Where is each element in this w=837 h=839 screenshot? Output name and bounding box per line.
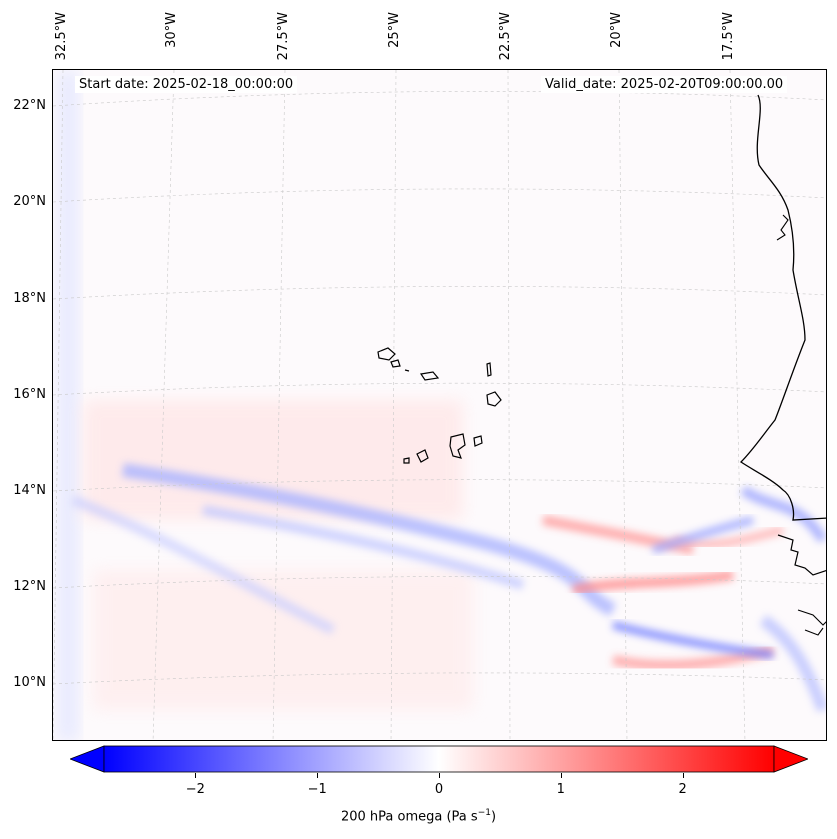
omega-field-map	[53, 70, 826, 740]
lon-label-25w: 25°W	[387, 12, 402, 48]
lon-label-27-5w: 27.5°W	[276, 12, 291, 61]
negative-streak-2	[651, 516, 754, 554]
colorbar-tick-mark	[682, 773, 684, 778]
positive-streak-2	[572, 570, 734, 595]
negative-band-secondary	[202, 505, 525, 590]
lat-label-16n: 16°N	[13, 387, 46, 402]
lat-label-22n: 22°N	[13, 98, 46, 113]
colorbar-tick-mark	[195, 773, 197, 778]
colorbar-tick-mark	[317, 773, 319, 778]
colorbar-extend-min	[68, 745, 105, 773]
coast-guinea-bissau	[777, 534, 826, 576]
valid-date-label: Valid_date: 2025-02-20T09:00:00.00	[541, 76, 788, 93]
colorbar-label: 200 hPa omega (Pa s−1)	[340, 808, 497, 825]
colorbar-tick-label: −1	[307, 782, 327, 797]
positive-streak-1	[542, 515, 695, 555]
negative-strip-west	[57, 70, 79, 740]
colorbar-ramp	[103, 745, 775, 773]
negative-band-west	[71, 495, 336, 635]
colorbar-extend-max	[773, 745, 810, 773]
lon-label-17-5w: 17.5°W	[721, 12, 736, 61]
lon-label-30w: 30°W	[164, 12, 179, 48]
longitude-gridlines	[53, 70, 746, 740]
lon-label-22-5w: 22.5°W	[498, 12, 513, 61]
colorbar-tick-label: −2	[185, 782, 205, 797]
colorbar-tick-label: 0	[434, 782, 444, 797]
africa-coastline	[739, 94, 826, 521]
lat-label-12n: 12°N	[13, 579, 46, 594]
cape-verde-islands	[377, 347, 502, 464]
positive-area-south	[93, 570, 473, 710]
colorbar	[68, 745, 810, 773]
lon-label-32-5w: 32.5°W	[54, 12, 69, 61]
lon-label-20w: 20°W	[609, 12, 624, 48]
negative-streak-1	[612, 621, 774, 659]
colorbar-units: Pa s	[451, 809, 478, 825]
coast-islands-south	[797, 609, 826, 636]
negative-streak-4	[759, 615, 826, 713]
lat-label-20n: 20°N	[13, 194, 46, 209]
coast-banc-arguin	[776, 214, 789, 241]
colorbar-tick-label: 2	[678, 782, 687, 797]
colorbar-units-exp: −1	[477, 808, 491, 818]
negative-streak-3	[740, 485, 826, 543]
colorbar-tick-mark	[560, 773, 562, 778]
start-date-label: Start date: 2025-02-18_00:00:00	[75, 76, 298, 93]
map-panel	[52, 69, 827, 741]
lat-label-14n: 14°N	[13, 483, 46, 498]
colorbar-tick-label: 1	[556, 782, 565, 797]
colorbar-variable: 200 hPa omega	[340, 809, 443, 825]
lat-label-18n: 18°N	[13, 291, 46, 306]
colorbar-svg	[68, 745, 810, 773]
colorbar-tick-mark	[439, 773, 440, 778]
lat-label-10n: 10°N	[13, 675, 46, 690]
